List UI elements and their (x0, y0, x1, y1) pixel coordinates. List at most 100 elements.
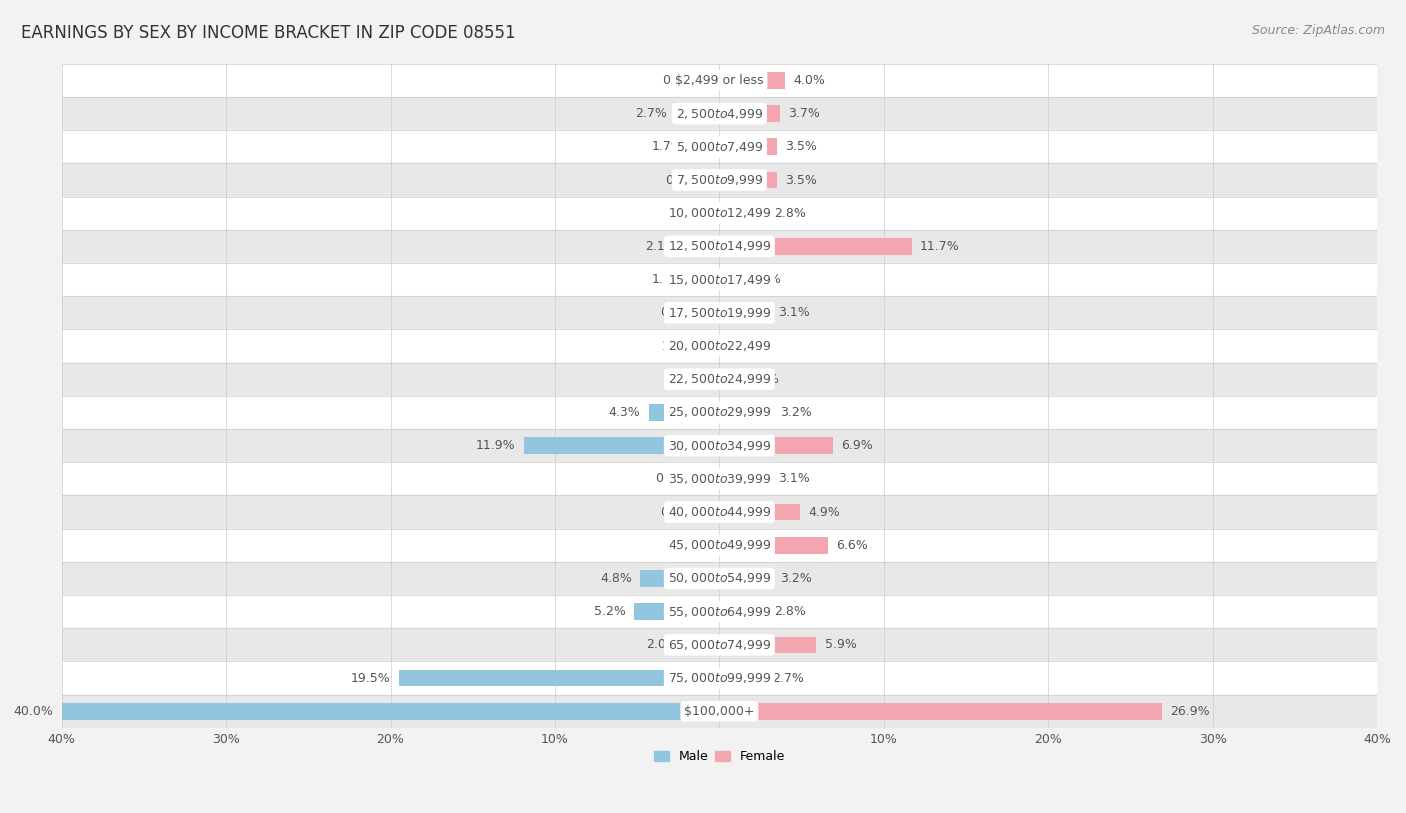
Text: $15,000 to $17,499: $15,000 to $17,499 (668, 272, 770, 287)
Bar (399, 670, 720, 686)
Bar (62, 263, 1376, 296)
Text: 0.53%: 0.53% (662, 74, 703, 87)
Text: 1.7%: 1.7% (651, 273, 683, 286)
Text: $10,000 to $12,499: $10,000 to $12,499 (668, 207, 770, 220)
Text: 4.3%: 4.3% (609, 406, 641, 419)
Bar (720, 437, 832, 454)
Bar (62, 163, 1376, 197)
Bar (62, 562, 1376, 595)
Bar (62, 694, 1376, 728)
Bar (62, 329, 1376, 363)
Bar (720, 272, 733, 288)
Text: 0.0%: 0.0% (679, 207, 711, 220)
Bar (720, 670, 763, 686)
Text: 2.1%: 2.1% (645, 240, 676, 253)
Text: $55,000 to $64,999: $55,000 to $64,999 (668, 605, 770, 619)
Text: 3.1%: 3.1% (779, 307, 810, 320)
Text: Source: ZipAtlas.com: Source: ZipAtlas.com (1251, 24, 1385, 37)
Text: 5.9%: 5.9% (824, 638, 856, 651)
Bar (62, 130, 1376, 163)
Bar (720, 504, 800, 520)
Bar (648, 404, 720, 421)
Bar (692, 272, 720, 288)
Text: 3.7%: 3.7% (789, 107, 820, 120)
Text: 0.0%: 0.0% (679, 372, 711, 385)
Text: 19.5%: 19.5% (350, 672, 391, 685)
Bar (713, 172, 720, 189)
Text: 6.6%: 6.6% (837, 539, 868, 552)
Text: 0.37%: 0.37% (665, 173, 704, 186)
Bar (720, 371, 731, 388)
Bar (675, 106, 720, 122)
Bar (720, 703, 1161, 720)
Text: $40,000 to $44,999: $40,000 to $44,999 (668, 505, 770, 519)
Bar (720, 404, 772, 421)
Bar (703, 471, 720, 487)
Text: 2.0%: 2.0% (647, 638, 678, 651)
Bar (62, 97, 1376, 130)
Text: 2.8%: 2.8% (773, 605, 806, 618)
Bar (685, 238, 720, 254)
Text: $7,500 to $9,999: $7,500 to $9,999 (675, 173, 763, 187)
Text: $17,500 to $19,999: $17,500 to $19,999 (668, 306, 770, 320)
Text: 26.9%: 26.9% (1170, 705, 1209, 718)
Text: $12,500 to $14,999: $12,500 to $14,999 (668, 239, 770, 254)
Text: 5.2%: 5.2% (593, 605, 626, 618)
Bar (62, 429, 1376, 463)
Text: 4.8%: 4.8% (600, 572, 633, 585)
Text: 3.2%: 3.2% (780, 406, 811, 419)
Text: 3.5%: 3.5% (785, 141, 817, 154)
Bar (720, 637, 817, 653)
Bar (720, 471, 770, 487)
Bar (692, 138, 720, 155)
Text: 11.9%: 11.9% (475, 439, 516, 452)
Bar (720, 138, 778, 155)
Bar (720, 72, 785, 89)
Text: $75,000 to $99,999: $75,000 to $99,999 (668, 671, 770, 685)
Text: 0.96%: 0.96% (655, 472, 696, 485)
Bar (709, 305, 720, 321)
Text: $35,000 to $39,999: $35,000 to $39,999 (668, 472, 770, 486)
Text: 0.69%: 0.69% (659, 506, 700, 519)
Bar (62, 396, 1376, 429)
Text: 40.0%: 40.0% (14, 705, 53, 718)
Bar (720, 570, 772, 587)
Bar (62, 63, 1376, 97)
Text: 6.9%: 6.9% (841, 439, 873, 452)
Text: $25,000 to $29,999: $25,000 to $29,999 (668, 406, 770, 420)
Text: 2.8%: 2.8% (773, 207, 806, 220)
Bar (62, 463, 1376, 495)
Bar (720, 238, 911, 254)
Text: 1.1%: 1.1% (661, 340, 693, 353)
Bar (686, 637, 720, 653)
Text: $45,000 to $49,999: $45,000 to $49,999 (668, 538, 770, 552)
Bar (62, 296, 1376, 329)
Bar (62, 495, 1376, 528)
Bar (62, 628, 1376, 662)
Text: 4.0%: 4.0% (793, 74, 825, 87)
Text: 0.72%: 0.72% (740, 372, 779, 385)
Bar (720, 603, 765, 620)
Bar (720, 205, 765, 221)
Text: $65,000 to $74,999: $65,000 to $74,999 (668, 638, 770, 652)
Text: EARNINGS BY SEX BY INCOME BRACKET IN ZIP CODE 08551: EARNINGS BY SEX BY INCOME BRACKET IN ZIP… (21, 24, 516, 42)
Text: $2,500 to $4,999: $2,500 to $4,999 (675, 107, 763, 120)
Bar (523, 437, 720, 454)
Text: $5,000 to $7,499: $5,000 to $7,499 (675, 140, 763, 154)
Bar (641, 570, 720, 587)
Text: $100,000+: $100,000+ (685, 705, 755, 718)
Text: 1.7%: 1.7% (651, 141, 683, 154)
Bar (702, 337, 720, 354)
Bar (62, 528, 1376, 562)
Bar (720, 172, 778, 189)
Bar (634, 603, 720, 620)
Bar (720, 537, 828, 554)
Text: 3.5%: 3.5% (785, 173, 817, 186)
Bar (62, 703, 720, 720)
Text: 2.7%: 2.7% (636, 107, 666, 120)
Text: $30,000 to $34,999: $30,000 to $34,999 (668, 439, 770, 453)
Bar (62, 230, 1376, 263)
Text: 0.0%: 0.0% (679, 539, 711, 552)
Text: 4.9%: 4.9% (808, 506, 839, 519)
Bar (720, 305, 770, 321)
